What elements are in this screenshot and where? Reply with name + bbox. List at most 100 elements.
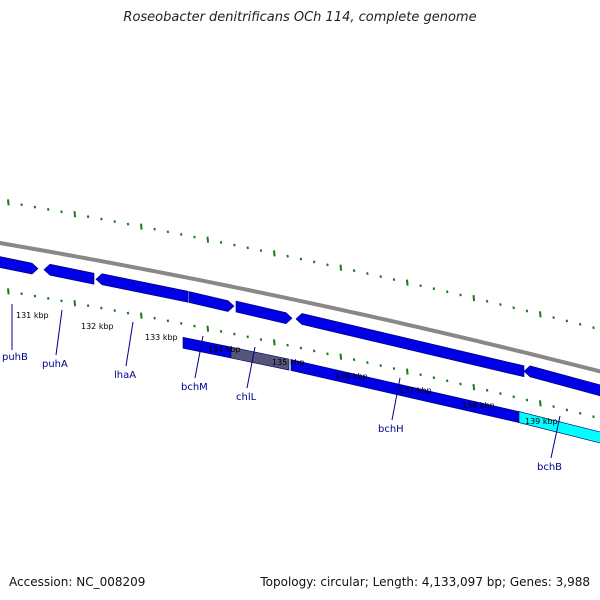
inner-tick: [219, 329, 223, 333]
outer-tick: [273, 250, 276, 257]
gene-puhB: [0, 256, 39, 275]
genome-backbone: [0, 240, 600, 374]
gene-label-leader: [55, 309, 63, 356]
gene-label-leader: [550, 415, 561, 459]
inner-tick: [366, 361, 369, 365]
inner-tick: [299, 346, 303, 350]
gene-label-puhB[interactable]: puhB: [2, 352, 28, 363]
gene-label-lhaA[interactable]: lhaA: [114, 370, 136, 381]
outer-tick: [339, 264, 343, 271]
scale-label: 139 kbp: [525, 417, 558, 426]
outer-tick: [352, 269, 356, 273]
outer-tick: [419, 284, 422, 288]
inner-tick: [113, 309, 116, 313]
outer-tick: [193, 235, 196, 239]
gene-label-leader: [246, 346, 256, 389]
inner-tick: [153, 316, 156, 320]
outer-tick: [406, 279, 409, 286]
inner-tick: [126, 311, 130, 315]
scale-label: 134 kbp: [208, 345, 241, 354]
inner-tick: [485, 388, 489, 392]
backbone-line: [0, 240, 600, 374]
inner-tick: [166, 319, 170, 323]
outer-tick: [485, 299, 489, 303]
inner-tick: [459, 382, 462, 386]
inner-tick: [592, 415, 595, 419]
outer-tick: [33, 205, 37, 209]
outer-tick: [472, 295, 476, 302]
forward-gene-track: [0, 256, 600, 397]
inner-tick: [499, 392, 502, 395]
genome-summary: Topology: circular; Length: 4,133,097 bp…: [260, 575, 590, 589]
inner-tick: [472, 384, 476, 391]
scale-label: 136 kbp: [335, 372, 368, 381]
gene-label-leader: [391, 377, 401, 421]
outer-tick: [392, 278, 396, 282]
inner-tick: [60, 299, 63, 303]
outer-tick: [552, 316, 555, 320]
outer-tick-track: [7, 199, 595, 330]
gene-label-puhA[interactable]: puhA: [42, 359, 68, 370]
outer-tick: [86, 215, 90, 219]
outer-tick: [499, 303, 502, 306]
inner-tick: [259, 338, 263, 342]
outer-tick: [246, 246, 249, 250]
inner-tick: [339, 353, 343, 360]
inner-tick: [406, 368, 409, 375]
inner-tick: [286, 343, 289, 347]
outer-tick: [126, 222, 130, 226]
scale-label: 135 kbp: [272, 358, 305, 367]
accession-label: Accession: NC_008209: [9, 575, 146, 589]
outer-tick: [366, 272, 369, 276]
outer-tick: [525, 309, 529, 313]
inner-tick-track: [7, 288, 595, 419]
outer-tick: [445, 290, 449, 294]
outer-tick: [592, 326, 595, 330]
outer-tick: [7, 199, 10, 206]
outer-tick: [140, 223, 143, 230]
scale-labels: 131 kbp 132 kbp 133 kbp 134 kbp 135 kbp …: [16, 311, 558, 426]
inner-tick: [312, 349, 316, 353]
gene-label-bchB[interactable]: bchB: [537, 462, 562, 473]
inner-tick: [445, 379, 449, 383]
outer-tick: [326, 263, 329, 267]
gene-puhA: [43, 263, 95, 285]
inner-tick: [193, 324, 196, 328]
outer-tick: [259, 249, 263, 253]
outer-tick: [286, 254, 289, 258]
outer-tick: [512, 306, 515, 310]
outer-tick: [100, 217, 103, 221]
inner-tick: [33, 294, 37, 298]
gene-lhaA: [95, 273, 189, 303]
inner-tick: [432, 376, 436, 380]
outer-tick: [153, 227, 156, 231]
outer-tick: [299, 257, 303, 261]
outer-tick: [219, 240, 223, 244]
gene-label-leader: [125, 321, 134, 367]
outer-tick: [166, 230, 170, 234]
inner-tick: [100, 306, 103, 310]
inner-tick: [46, 296, 50, 300]
scale-label: 137 kbp: [399, 386, 432, 395]
gene-label-chlL[interactable]: chlL: [236, 392, 257, 403]
inner-tick: [512, 395, 515, 399]
outer-tick: [312, 260, 316, 264]
gene-chlL-fwd: [235, 300, 293, 325]
inner-tick: [419, 373, 422, 377]
inner-tick: [578, 411, 582, 415]
gene-label-leader: [194, 335, 204, 379]
inner-tick: [20, 292, 23, 296]
gene-label-bchH[interactable]: bchH: [378, 424, 404, 435]
scale-label: 138 kbp: [462, 401, 495, 410]
outer-tick: [20, 203, 23, 207]
outer-tick: [46, 207, 50, 211]
inner-tick: [273, 339, 276, 346]
gene-label-bchM[interactable]: bchM: [181, 382, 208, 393]
gene-chlL-rev: [230, 346, 290, 371]
map-title: Roseobacter denitrificans OCh 114, compl…: [123, 10, 477, 25]
inner-tick: [206, 325, 210, 332]
inner-tick: [179, 321, 183, 325]
inner-tick: [379, 364, 382, 368]
